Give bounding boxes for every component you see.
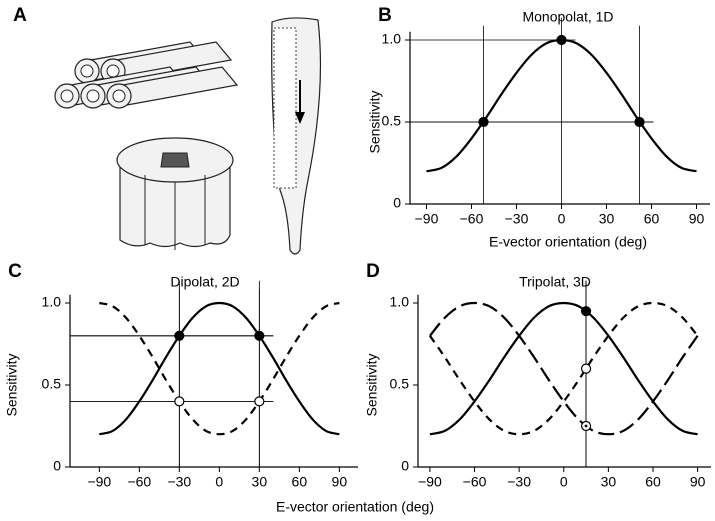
y-tick-label: 0 [53, 458, 61, 474]
chart-title: Dipolat, 2D [170, 274, 239, 290]
curve [99, 301, 340, 436]
y-tick-label: 1.0 [42, 294, 62, 310]
x-tick-label: 30 [599, 211, 615, 227]
data-point [478, 116, 489, 128]
panel-label: B [378, 5, 392, 26]
microvilli-cell [271, 17, 322, 255]
data-point [634, 116, 645, 128]
y-tick-label: 1.0 [390, 294, 410, 310]
x-tick-label: −30 [507, 474, 531, 490]
y-axis-label: Sensitivity [4, 353, 20, 416]
data-point [556, 34, 567, 46]
curve [429, 301, 698, 436]
x-tick-label: −90 [87, 474, 111, 490]
x-tick-label: −30 [167, 474, 191, 490]
y-axis-label: Sensitivity [367, 90, 383, 153]
chart-title: Monopolat, 1D [522, 9, 613, 25]
x-tick-label: −90 [415, 211, 439, 227]
x-tick-label: 60 [644, 211, 660, 227]
curve [99, 301, 340, 436]
y-tick-label: 0.5 [382, 113, 402, 129]
y-tick-label: 0 [393, 195, 401, 211]
x-axis-label: E-vector orientation (deg) [276, 499, 434, 515]
data-point [174, 330, 185, 341]
data-point [254, 396, 265, 407]
x-tick-label: 90 [689, 211, 705, 227]
y-axis-label: Sensitivity [364, 353, 380, 416]
x-tick-label: 0 [560, 474, 568, 490]
x-tick-label: −90 [418, 474, 442, 490]
data-point [580, 363, 592, 374]
data-point [174, 396, 185, 407]
y-tick-label: 0 [401, 458, 409, 474]
x-tick-label: −60 [127, 474, 151, 490]
illustration [54, 17, 322, 255]
panel-label: A [13, 5, 27, 26]
x-axis-label: E-vector orientation (deg) [489, 234, 647, 250]
y-tick-label: 0.5 [390, 376, 410, 392]
y-tick-label: 0.5 [42, 376, 62, 392]
x-tick-label: −60 [460, 211, 484, 227]
cylinder [106, 66, 239, 109]
cylinder [100, 41, 233, 84]
curve [429, 301, 699, 436]
data-point [580, 306, 592, 317]
rhabdom-block [116, 137, 234, 250]
panel-label: D [366, 261, 380, 282]
x-tick-label: 60 [645, 474, 661, 490]
x-tick-label: −60 [463, 474, 487, 490]
point-center [584, 424, 588, 428]
x-tick-label: 0 [558, 211, 566, 227]
x-tick-label: 90 [332, 474, 348, 490]
x-tick-label: 0 [215, 474, 223, 490]
data-point [254, 330, 265, 341]
x-tick-label: −30 [505, 211, 529, 227]
y-tick-label: 1.0 [382, 31, 402, 47]
curve [428, 301, 699, 436]
x-tick-label: 30 [601, 474, 617, 490]
x-tick-label: 30 [252, 474, 268, 490]
x-tick-label: 60 [292, 474, 308, 490]
panel-label: C [8, 261, 22, 282]
chart-title: Tripolat, 3D [519, 274, 591, 290]
x-tick-label: 90 [690, 474, 706, 490]
